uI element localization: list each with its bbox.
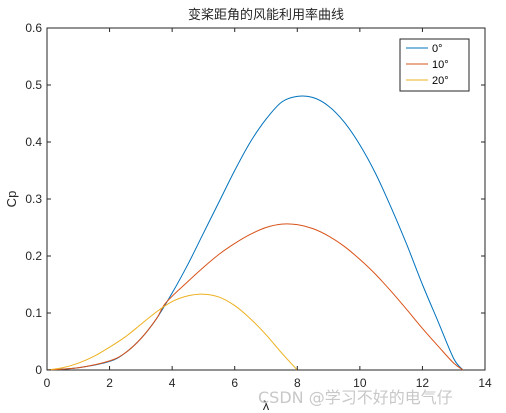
x-tick-label: 0 [44,376,51,390]
y-tick-label: 0.5 [25,78,42,92]
x-tick-label: 6 [231,376,238,390]
x-tick-label: 12 [416,376,430,390]
x-tick-label: 14 [478,376,492,390]
series-line-1 [46,223,464,371]
x-tick-label: 2 [106,376,113,390]
chart-title: 变桨距角的风能利用率曲线 [188,7,344,23]
y-tick-label: 0.3 [25,192,42,206]
y-tick-label: 0.4 [25,135,42,149]
y-axis-label: Cp [4,191,19,208]
y-tick-label: 0 [35,363,42,377]
legend-label-0: 0° [432,43,443,55]
y-tick-label: 0.2 [25,249,42,263]
legend-label-2: 20° [432,75,449,87]
series-layer [46,95,464,371]
x-tick-label: 4 [169,376,176,390]
tick-layer: 0 2 4 6 8 10 12 14 0 0.1 0.2 0.3 0.4 0.5 0.6 [25,21,492,390]
legend-label-1: 10° [432,59,449,71]
x-tick-label: 8 [294,376,301,390]
legend: 0° 10° 20° [399,38,470,92]
watermark: CSDN @学习不好的电气仔 [258,388,453,407]
y-tick-label: 0.1 [25,306,42,320]
x-axis-label: λ [263,398,270,413]
series-line-2 [46,293,298,371]
y-tick-label: 0.6 [25,21,42,35]
x-tick-label: 10 [353,376,367,390]
